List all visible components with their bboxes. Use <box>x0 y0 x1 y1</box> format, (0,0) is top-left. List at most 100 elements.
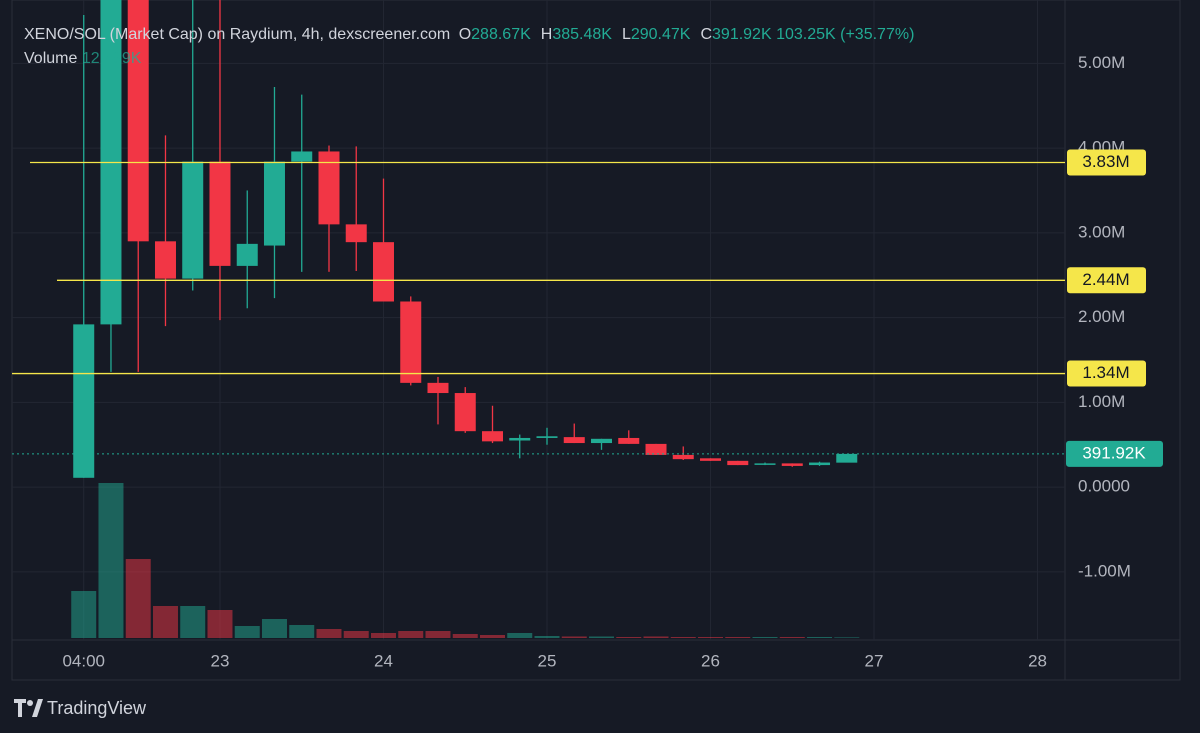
candle-body <box>727 460 749 466</box>
level-label-box <box>1067 267 1146 294</box>
ohlc-key: O <box>458 26 472 43</box>
ohlc-value: 288.67K <box>471 26 531 43</box>
volume-bar <box>670 637 696 638</box>
x-tick-label: 04:00 <box>62 651 105 670</box>
candle-body <box>154 241 176 279</box>
candle-body <box>372 242 394 302</box>
last-price-label: 391.92K <box>1082 443 1146 462</box>
overlay: 3.83M 2.44M 1.34M 391.92K <box>12 149 1163 467</box>
candle-body <box>591 438 613 444</box>
candle-body <box>563 437 585 444</box>
volume-bar <box>289 625 315 638</box>
volume-bar <box>725 637 751 638</box>
volume-bar <box>125 559 151 638</box>
volume-bar <box>561 636 587 638</box>
grid: -1.00M0.00001.00M2.00M3.00M4.00M5.00M04:… <box>12 0 1131 670</box>
ohlc-key: L <box>621 26 631 43</box>
branding: TradingView <box>47 698 147 718</box>
volume-bar <box>316 629 342 638</box>
candle-body <box>236 243 258 266</box>
x-tick-label: 27 <box>865 651 884 670</box>
logo <box>14 699 43 717</box>
x-tick-label: 23 <box>211 651 230 670</box>
candle-body <box>400 301 422 383</box>
candle-body <box>263 161 285 246</box>
volume-bar <box>98 483 124 638</box>
candle-body <box>209 161 231 266</box>
chart-title: XENO/SOL (Market Cap) on Raydium, 4h, de… <box>24 26 451 43</box>
candle-body <box>73 324 95 478</box>
last-price-box <box>1066 440 1163 467</box>
candle-body <box>672 454 694 460</box>
volume-bar <box>425 631 451 638</box>
volume-bar <box>480 635 506 638</box>
ohlc-value: 391.92K <box>712 26 772 43</box>
y-tick-label: 0.0000 <box>1078 477 1130 496</box>
volume-bar <box>698 637 724 638</box>
candle-body <box>427 382 449 394</box>
volume-bar <box>343 631 369 638</box>
volume-bar <box>507 633 533 638</box>
volume-bar <box>752 637 778 638</box>
y-tick-label: 5.00M <box>1078 53 1125 72</box>
volume-bar <box>370 633 396 638</box>
ohlc-key: C <box>700 26 713 43</box>
chart-frame <box>11 0 1181 681</box>
level-label: 2.44M <box>1082 270 1129 289</box>
volume-bar <box>834 637 860 638</box>
candle-body <box>700 458 722 461</box>
candle-body <box>618 437 640 444</box>
volume-bar <box>643 636 669 638</box>
volume-title: Volume <box>24 50 78 67</box>
ohlc-value: 290.47K <box>630 26 691 43</box>
volume-bar <box>71 591 97 638</box>
candle-body <box>509 437 531 441</box>
y-tick-label: 3.00M <box>1078 222 1125 241</box>
change-label: 103.25K (+35.77%) <box>776 26 915 43</box>
ohlc-value: 385.48K <box>552 26 612 43</box>
volume-bar <box>207 610 233 638</box>
candle-body <box>182 161 204 279</box>
volume-bar <box>452 634 478 638</box>
level-label: 3.83M <box>1082 152 1129 171</box>
volume-value: 12.489K <box>81 50 142 67</box>
candle-body <box>536 436 558 438</box>
candle-body <box>291 151 313 162</box>
x-tick-label: 25 <box>538 651 557 670</box>
x-tick-label: 28 <box>1028 651 1047 670</box>
candle-body <box>836 453 858 463</box>
x-tick-label: 24 <box>374 651 393 670</box>
y-tick-label: 2.00M <box>1078 307 1125 326</box>
ohlc-key: H <box>540 26 553 43</box>
volume-legend: Volume 12.489K <box>24 50 141 68</box>
ohlc-legend: O288.67K H385.48K L290.47K C391.92K <box>455 26 772 43</box>
volume-bar <box>779 637 805 638</box>
volume-bar <box>589 636 615 638</box>
candle-body <box>127 0 149 242</box>
volume-bar <box>807 637 833 638</box>
y-tick-label: -1.00M <box>1078 561 1131 580</box>
volume-bar <box>180 606 206 638</box>
volume-bar <box>261 619 287 638</box>
candle-body <box>345 224 367 243</box>
candle-body <box>318 151 340 225</box>
y-tick-label: 1.00M <box>1078 392 1125 411</box>
volume-bar <box>534 636 560 638</box>
candle-body <box>781 463 803 466</box>
candle-body <box>809 462 831 466</box>
volume-bar <box>152 606 178 638</box>
candle-body <box>482 431 504 442</box>
candle-body <box>754 463 776 465</box>
level-label-box <box>1067 360 1146 387</box>
level-label: 1.34M <box>1082 363 1129 382</box>
volume-bar <box>616 637 642 638</box>
volume-bar <box>398 631 424 638</box>
volume-pane <box>71 483 860 638</box>
volume-bar <box>234 626 260 638</box>
level-label-box <box>1067 149 1146 176</box>
candle-body <box>645 443 667 455</box>
legend-header: XENO/SOL (Market Cap) on Raydium, 4h, de… <box>24 26 914 44</box>
candle-body <box>454 393 476 432</box>
